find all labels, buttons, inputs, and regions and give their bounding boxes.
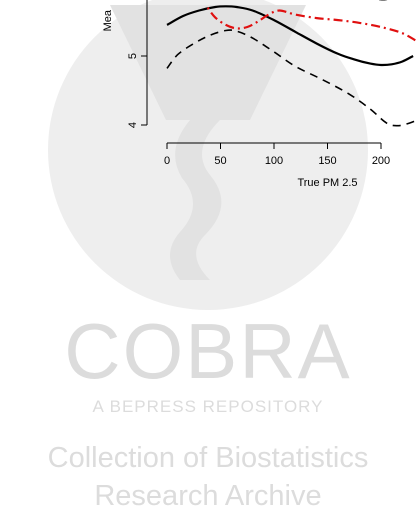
x-tick-label: 100 <box>265 155 283 167</box>
watermark: COBRA A BEPRESS REPOSITORY Collection of… <box>48 0 369 512</box>
y-tick-label: 4 <box>127 122 139 128</box>
watermark-tagline: A BEPRESS REPOSITORY <box>92 397 323 416</box>
x-tick-label: 150 <box>318 155 336 167</box>
watermark-logo-text: COBRA <box>64 307 351 395</box>
axes: 0 50 100 150 200 45 <box>127 0 390 167</box>
x-axis-label: True PM 2.5 <box>297 177 357 189</box>
x-tick-label: 200 <box>372 155 390 167</box>
series-line-2 <box>166 29 417 127</box>
y-tick-label: 5 <box>127 53 139 59</box>
watermark-line-1: Collection of Biostatistics <box>48 442 369 474</box>
chart: 0 50 100 150 200 45 True PM 2.5 Mea <box>102 0 417 189</box>
x-tick-label: 0 <box>164 155 170 167</box>
watermark-logo-funnel <box>110 5 306 280</box>
series-line-1 <box>166 5 414 67</box>
series-line-4 <box>206 7 417 43</box>
watermark-line-2: Research Archive <box>94 480 321 512</box>
x-tick-label: 50 <box>214 155 226 167</box>
watermark-logo-disc <box>48 0 368 310</box>
plot-area <box>166 0 417 127</box>
x-ticks: 0 50 100 150 200 <box>164 143 390 167</box>
y-ticks: 45 <box>127 53 147 128</box>
y-axis-label: Mea <box>102 9 114 31</box>
